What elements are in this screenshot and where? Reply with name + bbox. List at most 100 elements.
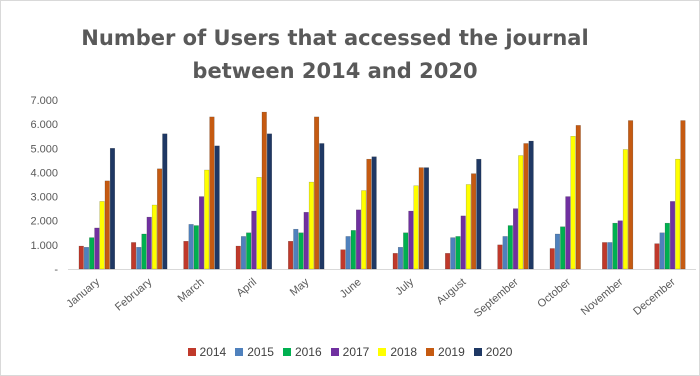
bar-2019-may [314, 116, 320, 270]
legend-swatch [426, 348, 435, 356]
legend-item-2018: 2018 [378, 345, 417, 359]
bar-2018-august [465, 184, 471, 270]
bar-2014-june [340, 249, 346, 270]
bar-2020-may [319, 143, 325, 270]
bar-2015-june [345, 236, 351, 270]
bar-2020-february [162, 133, 168, 270]
bar-2016-april [246, 232, 252, 270]
y-tick-label: 5.000 [30, 143, 58, 155]
bar-2019-october [575, 125, 581, 270]
bar-2018-october [570, 136, 576, 270]
legend-label: 2018 [390, 345, 418, 359]
chart-title-line-1: Number of Users that accessed the journa… [81, 26, 589, 50]
y-tick-label: - [54, 264, 58, 276]
y-tick-label: 4.000 [30, 167, 58, 179]
bar-2018-february [151, 204, 157, 270]
bar-2017-october [565, 196, 571, 270]
x-tick-label: December [631, 276, 678, 318]
bar-2014-april [235, 245, 241, 270]
x-tick-label: June [338, 276, 364, 301]
bar-2014-january [78, 245, 84, 270]
bar-2017-july [408, 210, 414, 270]
bar-2016-july [403, 232, 409, 270]
bar-2014-december [654, 243, 660, 270]
bar-2014-october [549, 248, 555, 270]
bar-2019-february [157, 168, 163, 270]
legend-swatch [378, 348, 387, 356]
legend-label: 2020 [485, 345, 513, 359]
legend-label: 2017 [342, 345, 370, 359]
bar-2018-january [99, 201, 105, 270]
bar-2016-december [664, 222, 670, 270]
x-tick-label: April [235, 276, 260, 299]
bar-2014-july [392, 253, 398, 270]
bar-2018-june [361, 190, 367, 270]
legend-item-2017: 2017 [330, 345, 370, 359]
bar-2018-march [204, 169, 210, 270]
legend-swatch [330, 348, 339, 356]
bar-2016-february [141, 233, 147, 270]
bar-2017-november [617, 220, 623, 270]
bar-2017-february [146, 216, 152, 270]
bar-2019-august [471, 173, 477, 270]
legend-label: 2019 [438, 345, 465, 359]
bar-2015-january [83, 247, 89, 270]
bar-2015-july [397, 247, 403, 270]
bar-2014-may [288, 241, 294, 270]
bar-2020-march [214, 145, 220, 270]
bar-2014-november [602, 242, 608, 270]
legend-swatch [282, 348, 291, 356]
bar-2019-april [261, 111, 267, 270]
bar-2018-september [518, 155, 524, 270]
bar-2016-september [507, 225, 513, 270]
bar-2014-august [445, 253, 451, 270]
bar-2017-january [94, 227, 100, 270]
x-tick-label: March [176, 276, 207, 305]
x-tick-label: May [288, 276, 312, 299]
bar-2015-september [502, 236, 508, 270]
bar-2019-september [523, 143, 529, 270]
bar-2016-january [89, 237, 95, 270]
legend-label: 2016 [294, 345, 322, 359]
bar-2017-may [303, 212, 309, 270]
bar-2015-april [240, 236, 246, 270]
y-tick-label: 3.000 [30, 192, 58, 204]
x-tick-label: September [472, 276, 521, 320]
legend-item-2019: 2019 [426, 345, 465, 359]
y-tick-label: 6.000 [30, 119, 58, 131]
x-tick-label: August [434, 276, 468, 307]
bar-2018-april [256, 177, 262, 270]
bar-2019-june [366, 158, 372, 270]
y-tick-label: 2.000 [30, 216, 58, 228]
bar-2017-april [251, 210, 257, 270]
x-tick-label: February [113, 276, 155, 314]
legend-item-2014: 2014 [187, 345, 226, 359]
bar-2017-august [460, 215, 466, 270]
bar-2018-may [308, 181, 314, 270]
y-tick-label: 7.000 [30, 95, 58, 107]
chart-legend: 2014 2015 2016 2017 2018 2019 2020 [0, 345, 700, 359]
chart-title: Number of Users that accessed the journa… [40, 22, 630, 88]
bar-2016-august [455, 236, 461, 270]
bar-2019-november [628, 120, 634, 270]
bar-2016-october [560, 226, 566, 270]
bar-2017-june [356, 209, 362, 270]
bar-2019-july [418, 167, 424, 270]
bar-2020-september [528, 140, 534, 270]
bar-2020-january [109, 148, 115, 270]
bar-2020-august [476, 158, 482, 270]
legend-swatch [235, 348, 244, 356]
y-tick-label: 1.000 [30, 240, 58, 252]
bar-2018-july [413, 185, 419, 270]
legend-label: 2015 [247, 345, 274, 359]
bar-2017-march [199, 196, 205, 270]
bar-2014-march [183, 241, 189, 270]
bar-2020-june [371, 156, 377, 270]
bar-2020-july [423, 167, 429, 270]
x-tick-label: January [64, 276, 102, 311]
bar-2016-may [298, 232, 304, 270]
legend-item-2016: 2016 [282, 345, 322, 359]
bar-2014-february [131, 242, 137, 270]
bar-2017-september [513, 208, 519, 270]
